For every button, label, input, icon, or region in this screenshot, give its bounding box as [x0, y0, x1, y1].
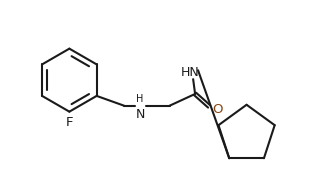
- Text: H: H: [136, 94, 144, 104]
- Text: O: O: [213, 103, 223, 116]
- Text: F: F: [66, 116, 73, 129]
- Text: HN: HN: [181, 66, 200, 79]
- Text: N: N: [135, 108, 145, 121]
